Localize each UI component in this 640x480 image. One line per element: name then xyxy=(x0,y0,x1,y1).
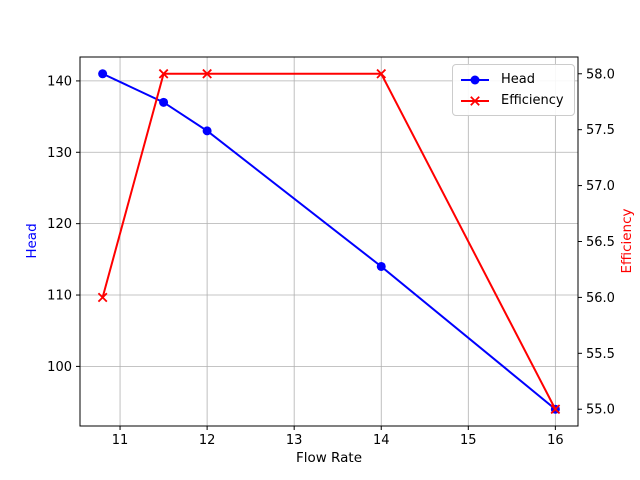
x-tick-label: 14 xyxy=(373,433,390,448)
y-left-tick-label: 100 xyxy=(47,360,72,375)
data-point-head xyxy=(159,97,169,107)
y-left-tick-label: 110 xyxy=(47,289,72,304)
data-point-head xyxy=(376,261,386,271)
legend-label-head: Head xyxy=(501,71,535,87)
y-right-tick-label: 57.5 xyxy=(586,123,615,138)
data-point-efficiency xyxy=(97,292,108,303)
legend-label-efficiency: Efficiency xyxy=(501,92,564,108)
y-right-tick-label: 56.0 xyxy=(586,291,615,306)
data-point-efficiency xyxy=(376,68,387,79)
y-right-tick-label: 55.0 xyxy=(586,403,615,418)
x-tick-label: 11 xyxy=(112,433,129,448)
y-left-tick-label: 130 xyxy=(47,146,72,161)
y-right-tick-label: 55.5 xyxy=(586,347,615,362)
data-point-head xyxy=(202,126,212,136)
data-point-head xyxy=(98,69,108,79)
legend: Head Efficiency xyxy=(452,64,575,116)
data-point-efficiency xyxy=(158,68,169,79)
y-axis-label-left: Head xyxy=(24,223,40,259)
head-line-sample-icon xyxy=(461,75,489,84)
data-point-efficiency xyxy=(550,404,561,415)
y-right-tick-label: 57.0 xyxy=(586,179,615,194)
x-tick-label: 13 xyxy=(286,433,303,448)
y-right-tick-label: 56.5 xyxy=(586,235,615,250)
y-left-tick-label: 120 xyxy=(47,217,72,232)
x-tick-label: 12 xyxy=(199,433,216,448)
x-axis-label: Flow Rate xyxy=(295,450,363,466)
y-left-tick-label: 140 xyxy=(47,74,72,89)
x-tick-label: 15 xyxy=(460,433,477,448)
data-point-efficiency xyxy=(202,68,212,79)
y-right-tick-label: 58.0 xyxy=(586,67,615,82)
legend-item-efficiency: Efficiency xyxy=(460,90,564,111)
y-axis-label-right: Efficiency xyxy=(619,208,635,274)
legend-item-head: Head xyxy=(460,69,564,90)
efficiency-line-sample-icon xyxy=(461,95,489,106)
x-tick-label: 16 xyxy=(547,433,564,448)
